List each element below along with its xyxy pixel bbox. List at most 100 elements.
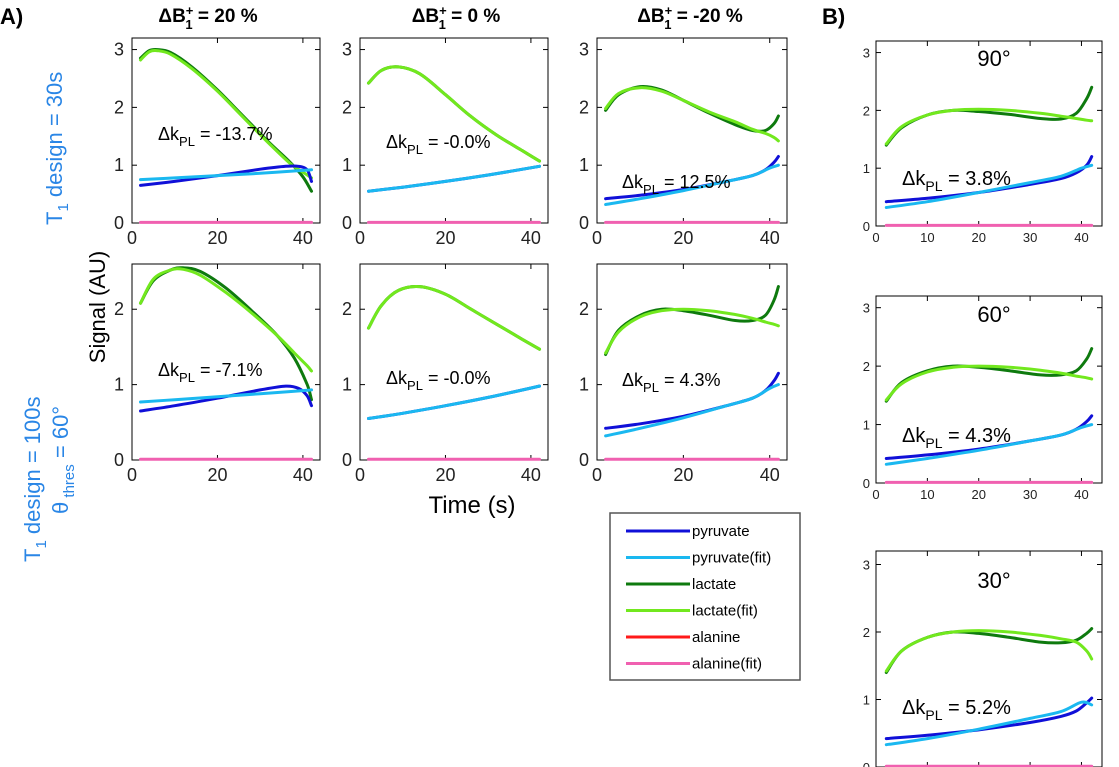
x-tick-label: 20 (207, 465, 227, 485)
row-label-2a: T1 design = 100s (20, 396, 50, 562)
y-tick-label: 1 (342, 155, 352, 175)
x-tick-label: 40 (760, 228, 780, 248)
panel-label-b: B) (822, 4, 845, 29)
axes-frame (875, 550, 1103, 767)
x-tick-label: 40 (1074, 230, 1088, 245)
x-tick-label: 20 (971, 487, 985, 502)
kpl-annotation: ΔkPL = 3.8% (902, 168, 1011, 194)
legend-item-lactate: lactate (626, 576, 736, 593)
x-tick-label: 0 (872, 487, 879, 502)
series-line-lactate-fit (139, 267, 313, 373)
series-line-lactate-fit (884, 364, 1094, 402)
y-tick-label: 1 (579, 155, 589, 175)
series-line-pyruvate-fit (884, 423, 1094, 466)
y-tick-label: 0 (579, 450, 589, 470)
subplot-title: 90° (977, 46, 1010, 71)
y-tick-label: 3 (342, 40, 352, 60)
y-tick-label: 1 (579, 375, 589, 395)
legend-item-alanine: alanine (626, 629, 740, 646)
subplot-title: 60° (977, 302, 1010, 327)
series-line-lactate (139, 47, 313, 193)
x-tick-label: 40 (760, 465, 780, 485)
legend-item-pyruvate: pyruvate (626, 523, 750, 540)
x-tick-label: 0 (355, 465, 365, 485)
x-tick-label: 20 (673, 228, 693, 248)
legend-label: alanine (692, 629, 740, 646)
axes-B-60: 0 10 20 30 40 0 1 2 3 ΔkPL = 4.3% 60° (863, 295, 1103, 502)
x-tick-label: 30 (1023, 230, 1037, 245)
y-tick-label: 2 (114, 299, 124, 319)
y-tick-label: 2 (342, 97, 352, 117)
series-line-lactate-fit (884, 629, 1094, 673)
x-tick-label: 0 (355, 228, 365, 248)
axes-A-r2c1: 0 20 40 0 1 2 ΔkPL = -7.1% (114, 263, 321, 485)
y-tick-label: 0 (863, 760, 870, 767)
y-tick-label: 0 (342, 213, 352, 233)
axes-frame (359, 263, 549, 461)
column-title-3: ΔB+ 1 = -20 % (637, 3, 743, 32)
series-line-lactate (884, 627, 1094, 674)
x-tick-label: 20 (971, 230, 985, 245)
kpl-annotation: ΔkPL = 4.3% (902, 425, 1011, 451)
x-tick-label: 20 (673, 465, 693, 485)
series-line-lactate-fit (367, 65, 541, 163)
y-tick-label: 3 (114, 40, 124, 60)
x-tick-label: 30 (1023, 487, 1037, 502)
y-tick-label: 0 (579, 213, 589, 233)
y-tick-label: 2 (342, 299, 352, 319)
kpl-annotation: ΔkPL = 4.3% (622, 370, 720, 395)
series-line-lactate-fit (604, 307, 780, 355)
kpl-annotation: ΔkPL = 5.2% (902, 697, 1011, 723)
axes-A-r1c1: 0 20 40 0 1 2 3 ΔkPL = -13.7% (114, 37, 321, 248)
legend-item-alanine-fit: alanine(fit) (626, 656, 762, 673)
series-line-pyruvate-fit (139, 168, 313, 182)
x-tick-label: 40 (1074, 487, 1088, 502)
row-label-1: T1 design = 30s (42, 72, 72, 225)
x-tick-label: 20 (435, 228, 455, 248)
x-tick-label: 10 (920, 487, 934, 502)
series-line-lactate (367, 284, 541, 351)
x-tick-label: 10 (920, 230, 934, 245)
kpl-annotation: ΔkPL = -0.0% (386, 132, 490, 157)
column-title-2: ΔB+ 1 = 0 % (412, 3, 501, 32)
legend-label: lactate (692, 576, 736, 593)
y-tick-label: 3 (863, 558, 870, 573)
column-title-1: ΔB+ 1 = 20 % (158, 3, 257, 32)
row-label-2b: θ thres = 60° (48, 406, 78, 514)
y-tick-label: 2 (863, 625, 870, 640)
series-line-pyruvate-fit (367, 384, 541, 420)
axes-A-r2c2: 0 20 40 0 1 2 ΔkPL = -0.0% (342, 263, 549, 485)
legend-items: pyruvate pyruvate(fit) lactate lactate(fit)… (626, 523, 771, 673)
y-tick-label: 0 (863, 476, 870, 491)
series-line-lactate-fit (139, 48, 313, 180)
series-line-pyruvate-fit (604, 163, 780, 206)
x-axis-label: Time (s) (428, 492, 515, 519)
y-tick-label: 1 (342, 375, 352, 395)
y-tick-label: 0 (342, 450, 352, 470)
x-tick-label: 40 (521, 228, 541, 248)
legend-box (609, 512, 801, 681)
kpl-annotation: ΔkPL = -13.7% (158, 124, 272, 149)
x-tick-label: 20 (435, 465, 455, 485)
panel-label-a: A) (0, 4, 23, 29)
y-tick-label: 0 (863, 219, 870, 234)
x-tick-label: 0 (872, 230, 879, 245)
subplot-title: 30° (977, 568, 1010, 593)
series-line-pyruvate (139, 384, 313, 413)
kpl-annotation: ΔkPL = -7.1% (158, 360, 262, 385)
y-tick-label: 2 (579, 97, 589, 117)
series-line-pyruvate-fit (139, 388, 313, 404)
x-tick-label: 0 (592, 465, 602, 485)
y-tick-label: 1 (114, 375, 124, 395)
x-tick-label: 20 (207, 228, 227, 248)
legend: pyruvate pyruvate(fit) lactate lactate(fit)… (609, 512, 801, 681)
series-line-pyruvate-fit (367, 164, 541, 193)
svg-text:ΔB+1 = 0 %: ΔB+ 1 = 0 % (412, 3, 501, 32)
axes-A-r1c3: 0 20 40 0 1 2 3 ΔkPL = 12.5% (579, 37, 788, 248)
y-tick-label: 2 (863, 103, 870, 118)
y-tick-label: 2 (114, 97, 124, 117)
axes-B-90: 0 10 20 30 40 0 1 2 3 ΔkPL = 3.8% 90° (863, 40, 1103, 245)
x-tick-label: 40 (293, 228, 313, 248)
